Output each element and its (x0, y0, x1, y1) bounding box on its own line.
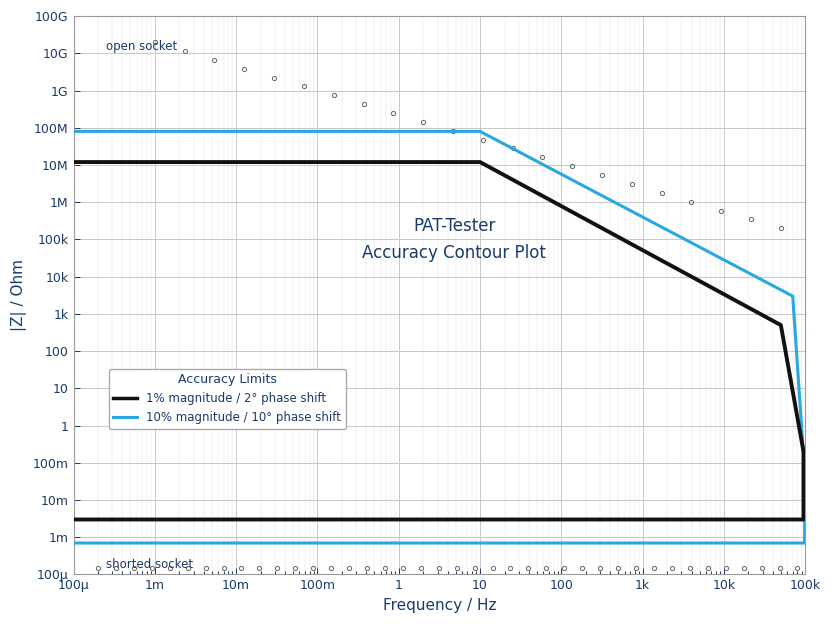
Text: shorted socket: shorted socket (106, 558, 193, 572)
Text: PAT-Tester
Accuracy Contour Plot: PAT-Tester Accuracy Contour Plot (362, 217, 546, 261)
Y-axis label: |Z| / Ohm: |Z| / Ohm (11, 260, 27, 331)
Text: open socket: open socket (106, 41, 177, 53)
Legend: 1% magnitude / 2° phase shift, 10% magnitude / 10° phase shift: 1% magnitude / 2° phase shift, 10% magni… (109, 369, 346, 429)
X-axis label: Frequency / Hz: Frequency / Hz (383, 598, 496, 613)
